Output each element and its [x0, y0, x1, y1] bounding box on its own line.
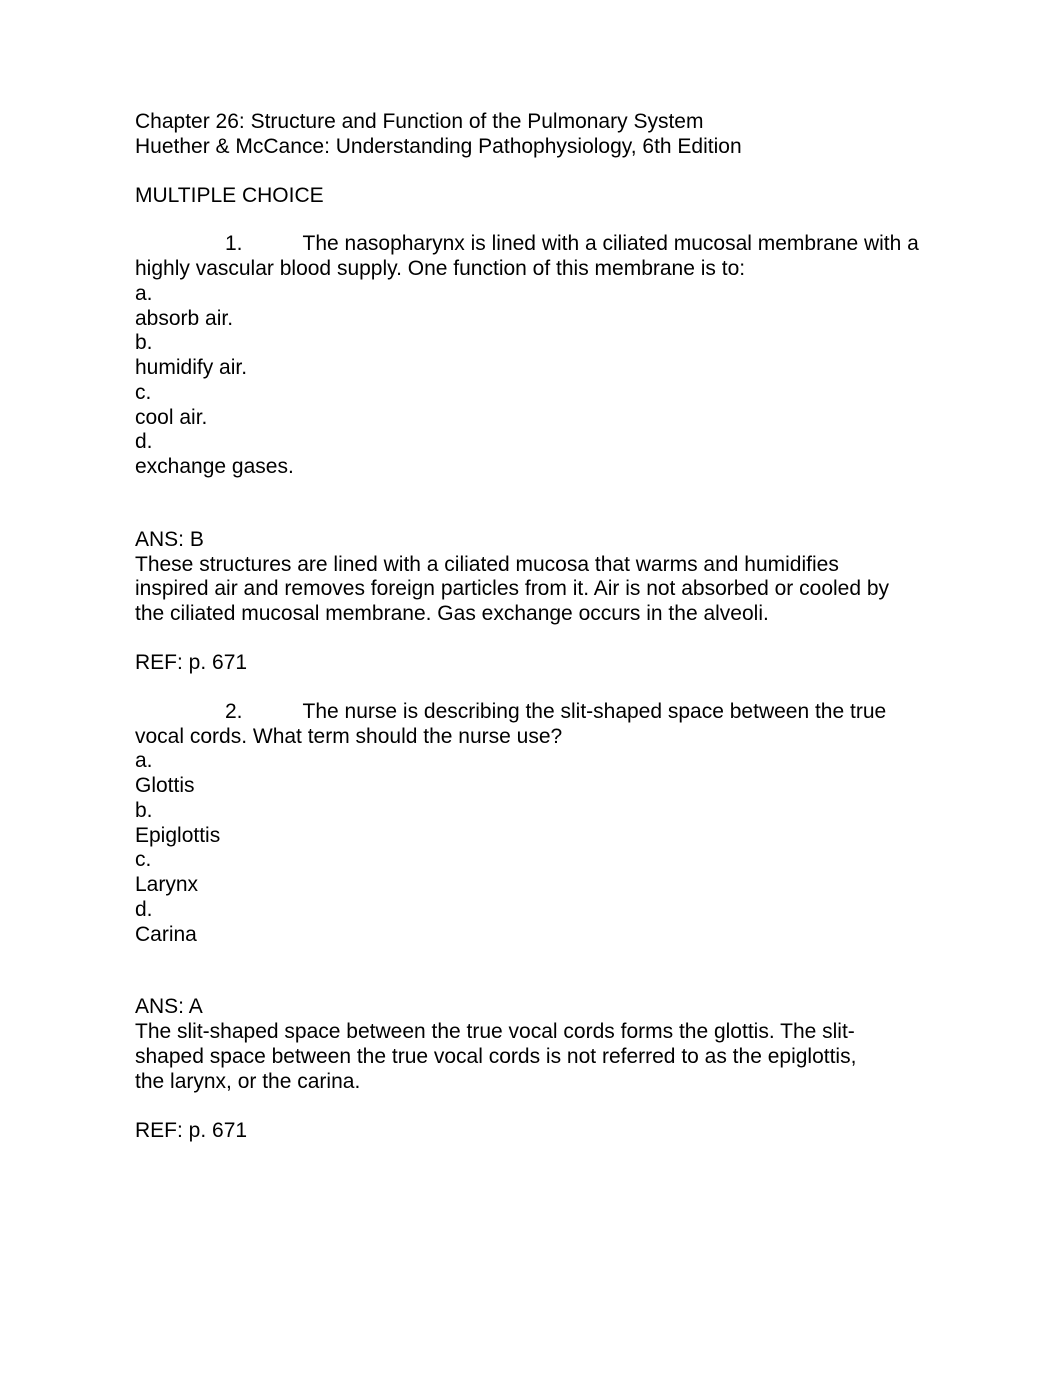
- q1-choice-a-letter: a.: [135, 282, 932, 307]
- document-page: Chapter 26: Structure and Function of th…: [0, 0, 1062, 1377]
- q2-choice-d-letter: d.: [135, 898, 932, 923]
- q1-stem-line2: highly vascular blood supply. One functi…: [135, 257, 932, 282]
- q2-choice-c-letter: c.: [135, 848, 932, 873]
- q2-choice-c-text: Larynx: [135, 873, 932, 898]
- q1-answer-label: ANS: B: [135, 528, 932, 553]
- q2-stem-line2: vocal cords. What term should the nurse …: [135, 725, 932, 750]
- q2-stem-part1: The nurse is describing the slit-shaped …: [303, 700, 887, 723]
- section-heading: MULTIPLE CHOICE: [135, 184, 932, 209]
- book-citation: Huether & McCance: Understanding Pathoph…: [135, 135, 932, 160]
- q1-rationale-line1: These structures are lined with a ciliat…: [135, 553, 932, 578]
- chapter-title: Chapter 26: Structure and Function of th…: [135, 110, 932, 135]
- q1-number: 1.: [225, 232, 243, 255]
- q1-stem-line1: 1. The nasopharynx is lined with a ciliat…: [135, 232, 932, 257]
- q1-rationale-line3: the ciliated mucosal membrane. Gas excha…: [135, 602, 932, 627]
- q2-choice-d-text: Carina: [135, 923, 932, 948]
- q1-rationale-line2: inspired air and removes foreign particl…: [135, 577, 932, 602]
- q2-reference: REF: p. 671: [135, 1119, 932, 1144]
- q2-number: 2.: [225, 700, 243, 723]
- q1-choice-d-text: exchange gases.: [135, 455, 932, 480]
- q2-choice-b-text: Epiglottis: [135, 824, 932, 849]
- q2-rationale-line1: The slit-shaped space between the true v…: [135, 1020, 932, 1045]
- q2-choice-b-letter: b.: [135, 799, 932, 824]
- q2-stem-line1: 2. The nurse is describing the slit-shape…: [135, 700, 932, 725]
- q1-choice-c-letter: c.: [135, 381, 932, 406]
- q2-rationale-line2: shaped space between the true vocal cord…: [135, 1045, 932, 1070]
- q1-choice-c-text: cool air.: [135, 406, 932, 431]
- q2-choice-a-text: Glottis: [135, 774, 932, 799]
- q1-reference: REF: p. 671: [135, 651, 932, 676]
- q2-choice-a-letter: a.: [135, 749, 932, 774]
- q1-choice-b-letter: b.: [135, 331, 932, 356]
- q1-stem-part1: The nasopharynx is lined with a ciliated…: [303, 232, 919, 255]
- q2-answer-label: ANS: A: [135, 995, 932, 1020]
- q2-rationale-line3: the larynx, or the carina.: [135, 1070, 932, 1095]
- q1-choice-a-text: absorb air.: [135, 307, 932, 332]
- q1-choice-b-text: humidify air.: [135, 356, 932, 381]
- q1-choice-d-letter: d.: [135, 430, 932, 455]
